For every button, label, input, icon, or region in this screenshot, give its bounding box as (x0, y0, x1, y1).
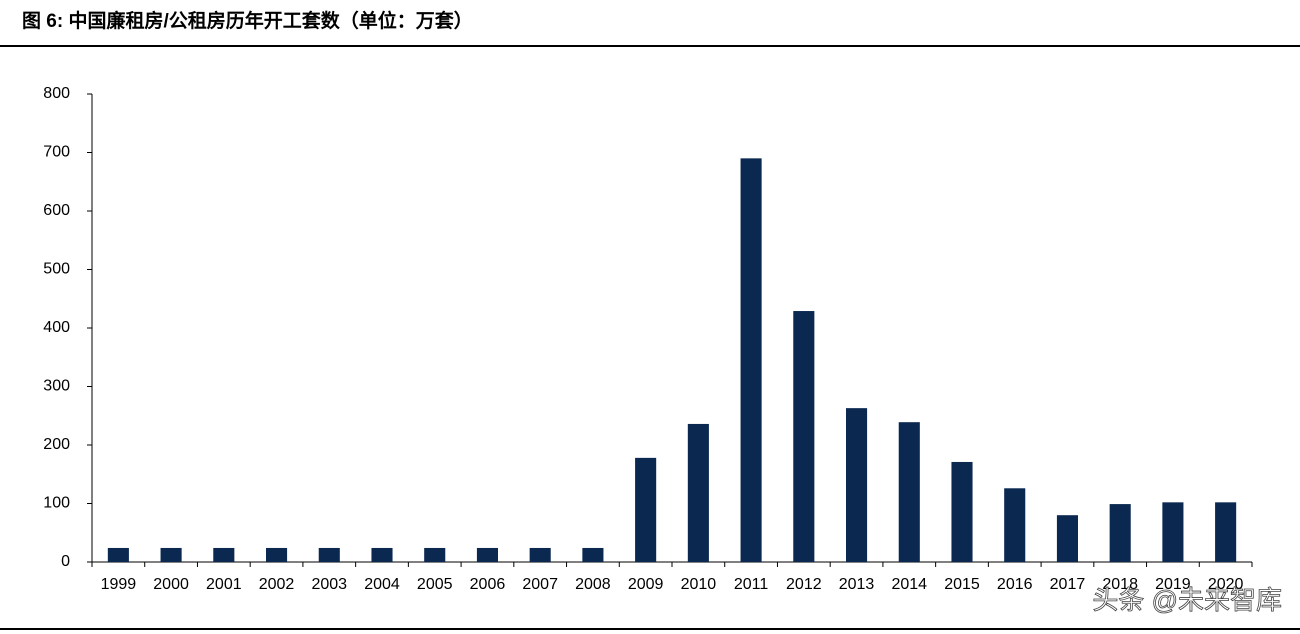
x-tick-label: 2008 (575, 576, 611, 593)
bar (1215, 502, 1237, 562)
x-tick-label: 2002 (259, 576, 295, 593)
x-tick-label: 2013 (839, 576, 875, 593)
bar (213, 547, 235, 562)
bar (740, 158, 762, 562)
bar (951, 461, 973, 562)
bar (318, 547, 340, 562)
x-tick-label: 2015 (944, 576, 980, 593)
x-tick-label: 2006 (470, 576, 506, 593)
x-tick-label: 2010 (681, 576, 717, 593)
x-tick-label: 2014 (891, 576, 927, 593)
y-tick-label: 500 (43, 261, 70, 278)
y-tick-label: 300 (43, 378, 70, 395)
y-tick-label: 600 (43, 202, 70, 219)
y-tick-label: 100 (43, 495, 70, 512)
bar (160, 547, 182, 562)
x-tick-label: 2016 (997, 576, 1033, 593)
bar (846, 408, 868, 562)
watermark: 头条 @未来智库 (1092, 585, 1282, 615)
x-tick-label: 2017 (1050, 576, 1086, 593)
bar (687, 423, 709, 562)
bar (793, 311, 815, 562)
x-tick-label: 2009 (628, 576, 664, 593)
x-tick-label: 2001 (206, 576, 242, 593)
bar (1056, 515, 1078, 562)
x-tick-label: 1999 (101, 576, 137, 593)
bar (371, 547, 393, 562)
bar (266, 547, 288, 562)
y-tick-label: 800 (43, 85, 70, 102)
x-tick-label: 2007 (522, 576, 558, 593)
bar (529, 547, 551, 562)
x-tick-label: 2000 (153, 576, 189, 593)
x-tick-label: 2003 (311, 576, 347, 593)
bar (1004, 488, 1026, 562)
chart-title: 图 6: 中国廉租房/公租房历年开工套数（单位：万套） (22, 9, 473, 32)
y-tick-label: 700 (43, 144, 70, 161)
x-tick-label: 2005 (417, 576, 453, 593)
bar (582, 547, 604, 562)
bar (1109, 504, 1131, 562)
x-tick-label: 2019 (1155, 576, 1191, 593)
x-tick-label: 2020 (1208, 576, 1244, 593)
x-tick-label: 2004 (364, 576, 400, 593)
y-tick-label: 200 (43, 436, 70, 453)
bar (635, 457, 657, 562)
bar (898, 422, 920, 562)
x-tick-label: 2018 (1102, 576, 1138, 593)
bar (424, 547, 446, 562)
bar (107, 547, 129, 562)
x-tick-label: 2012 (786, 576, 822, 593)
bar (476, 547, 498, 562)
bar (1162, 502, 1184, 562)
y-tick-label: 0 (61, 553, 70, 570)
x-tick-label: 2011 (734, 576, 769, 593)
y-tick-label: 400 (43, 319, 70, 336)
